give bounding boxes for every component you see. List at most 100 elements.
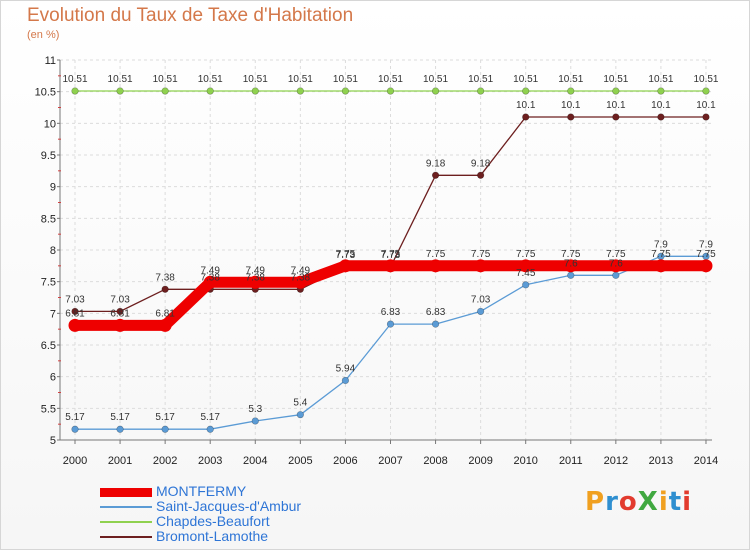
data-label-chapdes-beaufort: 10.51	[603, 74, 628, 85]
data-label-montfermy: 7.49	[200, 265, 220, 276]
logo-letter: i	[658, 487, 669, 517]
data-point-saint-jacques-d-ambur	[431, 320, 440, 328]
x-tick-label: 2000	[63, 455, 87, 467]
data-point-chapdes-beaufort	[161, 87, 169, 95]
data-label-bromont-lamothe: 7.38	[291, 272, 311, 283]
data-point-saint-jacques-d-ambur	[296, 411, 304, 419]
data-label-bromont-lamothe: 9.18	[426, 158, 446, 169]
data-label-chapdes-beaufort: 10.51	[648, 74, 673, 85]
data-label-montfermy: 6.81	[65, 308, 85, 319]
data-label-bromont-lamothe: 7.03	[110, 294, 130, 305]
x-tick-label: 2008	[423, 455, 447, 467]
x-tick-label: 2011	[559, 455, 583, 467]
data-label-montfermy: 7.75	[606, 249, 626, 260]
data-label-chapdes-beaufort: 10.51	[333, 74, 358, 85]
data-label-bromont-lamothe: 9.18	[471, 158, 491, 169]
data-point-chapdes-beaufort	[567, 87, 575, 95]
data-point-saint-jacques-d-ambur	[386, 320, 395, 328]
data-label-saint-jacques-d-ambur: 7.9	[699, 239, 713, 250]
y-tick-label: 10.5	[35, 87, 56, 99]
data-label-saint-jacques-d-ambur: 7.45	[516, 268, 536, 279]
data-label-chapdes-beaufort: 10.51	[62, 74, 87, 85]
data-label-saint-jacques-d-ambur: 7.9	[654, 239, 668, 250]
data-point-montfermy	[474, 259, 488, 273]
data-point-montfermy	[203, 275, 217, 289]
data-label-bromont-lamothe: 7.38	[155, 272, 175, 283]
data-label-montfermy: 7.49	[246, 265, 266, 276]
data-point-bromont-lamothe	[431, 171, 440, 179]
logo-letter: P	[585, 487, 606, 517]
data-point-bromont-lamothe	[657, 113, 665, 121]
data-point-montfermy	[699, 259, 713, 273]
data-point-saint-jacques-d-ambur	[161, 425, 169, 433]
x-tick-label: 2002	[153, 455, 177, 467]
chart-series	[68, 87, 713, 433]
logo-letter: r	[605, 487, 619, 517]
chart-data-labels: 10.51 10.51 10.51 10.51 10.51 10.51 10.51 10.51…	[62, 74, 718, 423]
data-label-chapdes-beaufort: 10.51	[198, 74, 223, 85]
data-point-montfermy	[248, 275, 262, 289]
data-label-bromont-lamothe: 10.1	[561, 100, 581, 111]
data-point-chapdes-beaufort	[251, 87, 259, 95]
data-label-chapdes-beaufort: 10.51	[153, 74, 178, 85]
x-tick-label: 2014	[694, 455, 718, 467]
y-tick-label: 5.5	[41, 403, 56, 415]
y-tick-label: 8	[50, 245, 56, 257]
data-point-bromont-lamothe	[116, 307, 124, 316]
data-label-saint-jacques-d-ambur: 5.17	[65, 412, 85, 423]
data-label-chapdes-beaufort: 10.51	[468, 74, 493, 85]
data-point-bromont-lamothe	[477, 171, 485, 179]
x-tick-label: 2009	[468, 455, 492, 467]
data-point-chapdes-beaufort	[206, 87, 214, 95]
data-label-chapdes-beaufort: 10.51	[243, 74, 268, 85]
data-label-montfermy: 6.81	[155, 308, 175, 319]
data-point-chapdes-beaufort	[612, 87, 620, 95]
data-point-montfermy	[519, 259, 533, 273]
data-label-saint-jacques-d-ambur: 5.17	[155, 412, 175, 423]
data-label-montfermy: 7.75	[651, 249, 671, 260]
data-point-saint-jacques-d-ambur	[612, 271, 620, 279]
data-point-saint-jacques-d-ambur	[206, 425, 214, 433]
data-label-saint-jacques-d-ambur: 5.17	[200, 412, 220, 423]
data-point-montfermy	[429, 259, 443, 273]
data-label-chapdes-beaufort: 10.51	[108, 74, 133, 85]
data-point-saint-jacques-d-ambur	[341, 376, 350, 385]
legend-swatch-bromont-lamothe	[100, 536, 152, 538]
legend-swatch-saint-jacques	[100, 506, 152, 508]
data-point-chapdes-beaufort	[702, 87, 710, 95]
data-label-saint-jacques-d-ambur: 6.83	[426, 307, 446, 318]
x-tick-label: 2006	[333, 455, 357, 467]
data-label-montfermy: 7.75	[426, 249, 446, 260]
data-point-bromont-lamothe	[567, 113, 575, 121]
data-point-bromont-lamothe	[612, 113, 620, 121]
data-point-montfermy	[68, 318, 82, 332]
legend-swatch-montfermy	[100, 488, 152, 497]
data-point-saint-jacques-d-ambur	[477, 307, 485, 316]
legend-label-montfermy: MONTFERMY	[156, 483, 247, 499]
data-label-bromont-lamothe: 7.03	[65, 294, 85, 305]
x-tick-label: 2013	[649, 455, 673, 467]
logo-letter: X	[637, 487, 659, 517]
data-point-bromont-lamothe	[522, 113, 530, 121]
data-label-chapdes-beaufort: 10.51	[378, 74, 403, 85]
data-point-montfermy	[564, 259, 578, 273]
data-point-bromont-lamothe	[71, 307, 79, 316]
logo-letter: i	[682, 487, 693, 517]
legend-label-saint-jacques: Saint-Jacques-d'Ambur	[156, 498, 302, 514]
logo-letter: o	[618, 487, 638, 517]
chart-title: Evolution du Taux de Taxe d'Habitation	[27, 5, 354, 26]
data-label-montfermy: 7.75	[516, 249, 536, 260]
data-label-montfermy: 7.75	[561, 249, 581, 260]
x-tick-label: 2001	[108, 455, 132, 467]
x-tick-label: 2012	[604, 455, 628, 467]
data-label-bromont-lamothe: 7.73	[381, 250, 401, 261]
data-label-bromont-lamothe: 10.1	[651, 100, 671, 111]
data-point-montfermy	[113, 318, 127, 332]
y-tick-label: 6.5	[41, 340, 56, 352]
data-point-chapdes-beaufort	[71, 87, 79, 95]
chart-axes: 5 5.5 6 6.5 7 7.5 8 8.5 9 9.5 10 10.5 11 2000 2001 2002…	[35, 55, 719, 467]
y-tick-label: 11	[45, 55, 56, 67]
data-label-saint-jacques-d-ambur: 5.94	[336, 363, 356, 374]
legend-label-bromont-lamothe: Bromont-Lamothe	[156, 528, 269, 544]
